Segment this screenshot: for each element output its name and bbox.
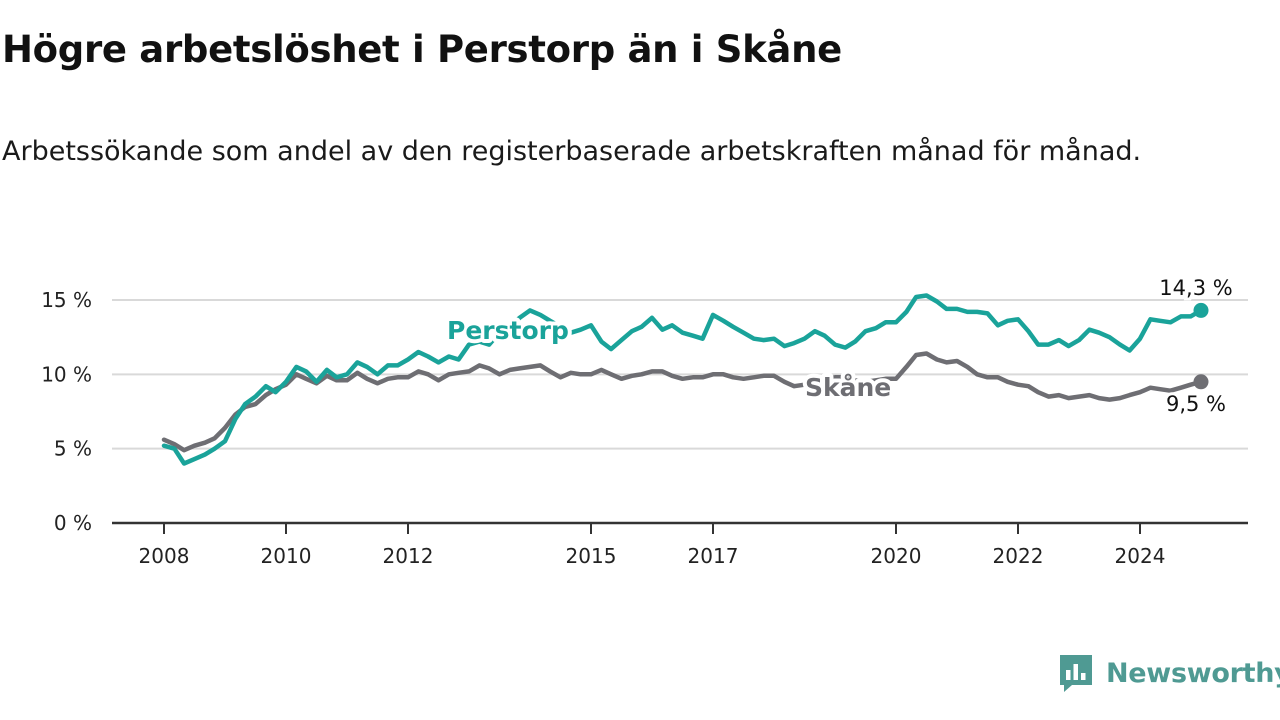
brand-logo: Newsworthy	[1058, 653, 1280, 693]
brand-name: Newsworthy	[1106, 657, 1280, 689]
y-tick-label: 5 %	[54, 437, 92, 461]
x-tick-label: 2012	[383, 544, 434, 568]
chart-title: Högre arbetslöshet i Perstorp än i Skåne	[2, 28, 842, 71]
y-tick-label: 15 %	[41, 288, 92, 312]
y-tick-label: 10 %	[41, 362, 92, 386]
x-tick-label: 2022	[993, 544, 1044, 568]
series-label-skane: Skåne	[805, 373, 891, 402]
x-tick-label: 2024	[1115, 544, 1166, 568]
y-tick-label: 0 %	[54, 511, 92, 535]
grid-lines	[112, 299, 1248, 450]
x-tick-label: 2015	[566, 544, 617, 568]
x-tick-label: 2017	[688, 544, 739, 568]
series-label-perstorp: Perstorp	[447, 316, 569, 345]
x-tick-label: 2020	[871, 544, 922, 568]
x-tick-label: 2008	[139, 544, 190, 568]
series-line-perstorp	[161, 293, 1204, 466]
series	[161, 293, 1209, 466]
series-line-skane	[161, 351, 1204, 453]
newsworthy-logo-icon	[1060, 655, 1092, 692]
axes: 0 % 5 % 10 % 15 % 2008 2010 2012 2015 2017 2020 20…	[41, 288, 1248, 568]
chart-subtitle: Arbetssökande som andel av den registerb…	[2, 136, 1142, 167]
x-tick-label: 2010	[261, 544, 312, 568]
end-point-perstorp	[1193, 302, 1209, 318]
end-value-label-skane: 9,5 %	[1166, 392, 1226, 416]
end-point-skane	[1193, 374, 1209, 390]
series-labels: Perstorp Skåne 14,3 % 9,5 %	[443, 273, 1236, 419]
end-value-label-perstorp: 14,3 %	[1159, 276, 1232, 300]
